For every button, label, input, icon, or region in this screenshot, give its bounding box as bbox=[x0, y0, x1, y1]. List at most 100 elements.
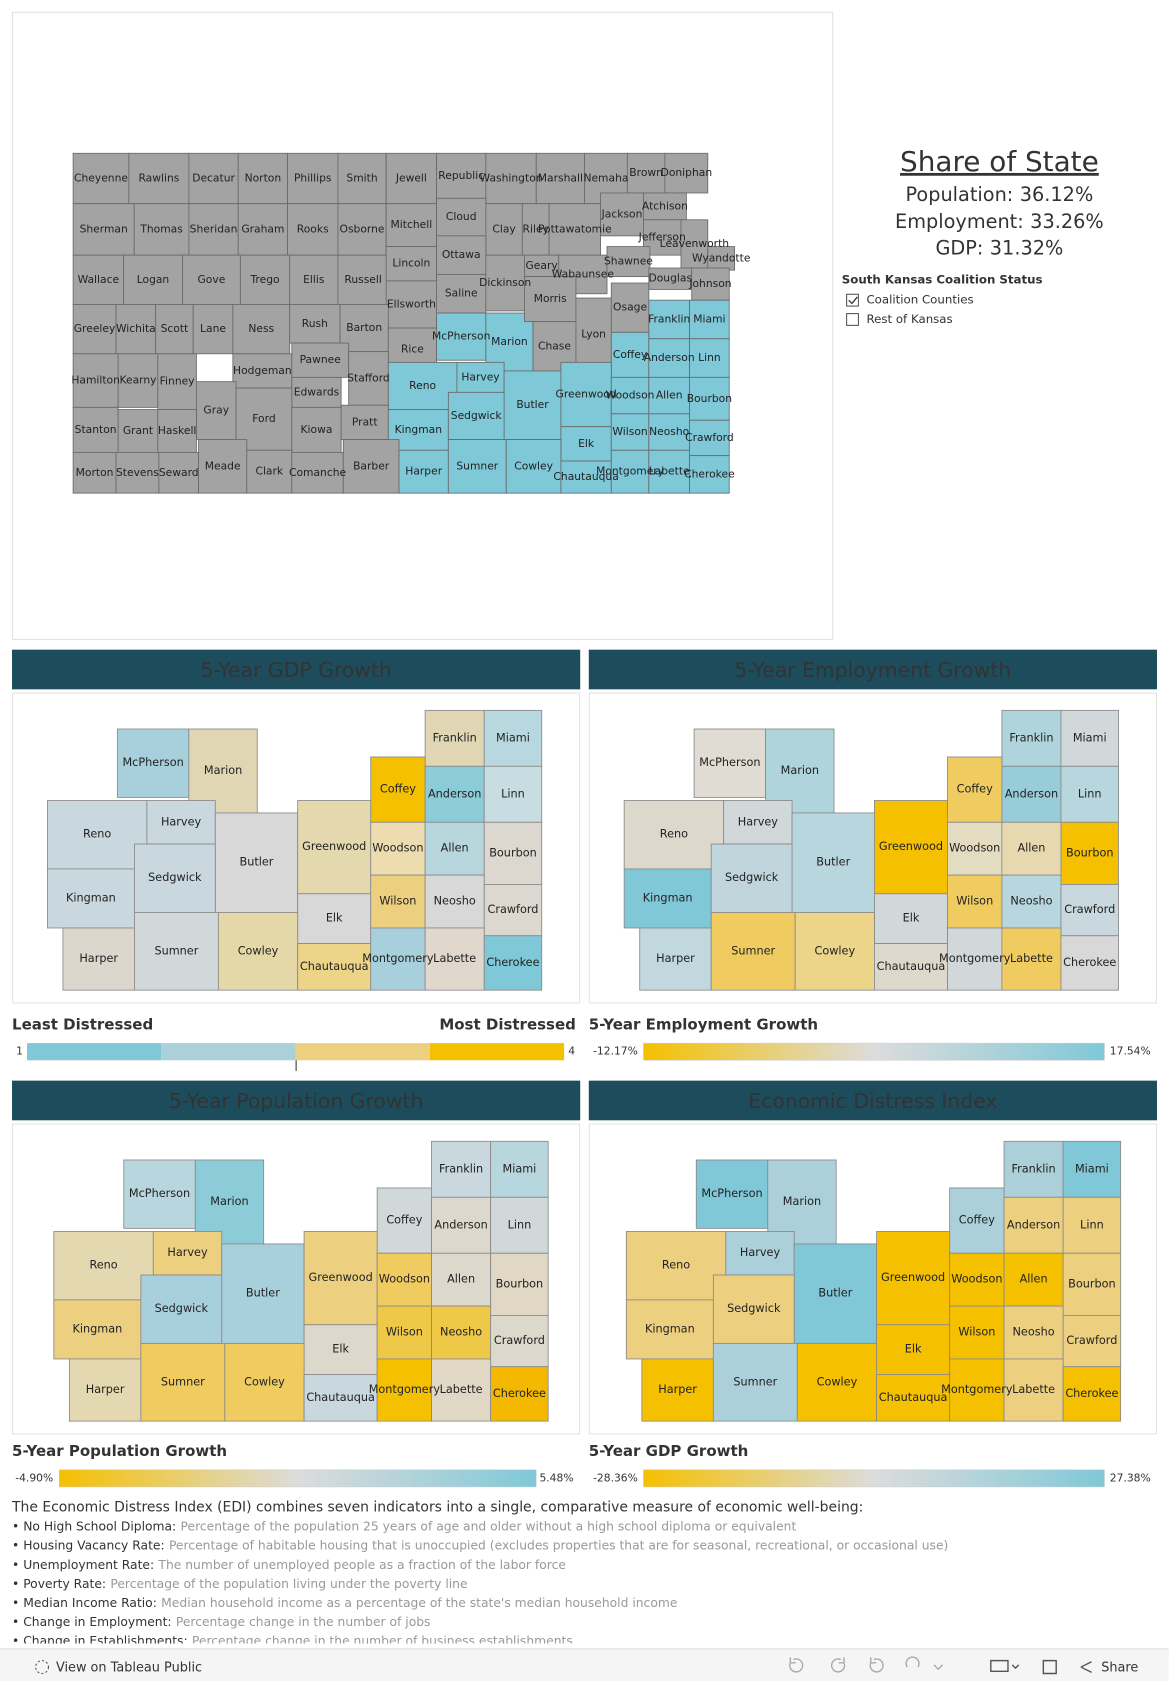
county[interactable] bbox=[287, 203, 339, 256]
county[interactable] bbox=[1062, 1140, 1122, 1198]
county[interactable] bbox=[503, 370, 562, 440]
county[interactable] bbox=[575, 297, 612, 372]
county[interactable] bbox=[949, 1252, 1005, 1307]
county[interactable] bbox=[436, 197, 487, 237]
county[interactable] bbox=[490, 1314, 549, 1368]
county[interactable] bbox=[793, 1243, 878, 1344]
county[interactable] bbox=[337, 254, 389, 305]
county[interactable] bbox=[623, 868, 712, 929]
county[interactable] bbox=[1062, 1314, 1122, 1368]
county[interactable] bbox=[385, 203, 437, 248]
county[interactable] bbox=[643, 192, 687, 221]
county[interactable] bbox=[483, 709, 543, 767]
county[interactable] bbox=[198, 439, 248, 494]
county[interactable] bbox=[483, 935, 543, 991]
redo-icon[interactable] bbox=[830, 1657, 846, 1673]
county[interactable] bbox=[192, 304, 234, 355]
county[interactable] bbox=[791, 812, 875, 913]
county[interactable] bbox=[625, 1231, 727, 1301]
county[interactable] bbox=[648, 338, 690, 378]
county[interactable] bbox=[152, 1231, 223, 1276]
county[interactable] bbox=[424, 874, 485, 929]
county[interactable] bbox=[115, 451, 160, 494]
county[interactable] bbox=[385, 152, 437, 205]
county[interactable] bbox=[387, 361, 458, 410]
county[interactable] bbox=[237, 203, 288, 256]
county[interactable] bbox=[689, 455, 730, 494]
county[interactable] bbox=[123, 1159, 196, 1229]
county[interactable] bbox=[72, 406, 119, 453]
county[interactable] bbox=[648, 299, 690, 340]
county[interactable] bbox=[291, 451, 344, 494]
county[interactable] bbox=[610, 331, 650, 378]
county[interactable] bbox=[1060, 821, 1119, 885]
county[interactable] bbox=[1003, 1252, 1064, 1307]
county[interactable] bbox=[648, 376, 690, 415]
checkbox[interactable] bbox=[846, 293, 859, 307]
county[interactable] bbox=[291, 342, 350, 378]
county[interactable] bbox=[447, 391, 505, 440]
county[interactable] bbox=[376, 1187, 432, 1254]
county[interactable] bbox=[116, 728, 190, 798]
county[interactable] bbox=[483, 765, 543, 823]
county[interactable] bbox=[424, 821, 485, 876]
county[interactable] bbox=[947, 874, 1003, 929]
county[interactable] bbox=[560, 361, 612, 428]
county[interactable] bbox=[949, 1358, 1005, 1422]
county[interactable] bbox=[485, 152, 537, 205]
county[interactable] bbox=[606, 246, 651, 278]
county[interactable] bbox=[370, 756, 426, 823]
county[interactable] bbox=[224, 1342, 305, 1422]
filter-option[interactable]: Rest of Kansas bbox=[866, 312, 952, 326]
revert-icon[interactable] bbox=[869, 1657, 884, 1673]
county[interactable] bbox=[874, 800, 948, 895]
county[interactable] bbox=[140, 1274, 223, 1344]
county[interactable] bbox=[712, 1342, 798, 1422]
county[interactable] bbox=[140, 1342, 226, 1422]
county[interactable] bbox=[1003, 1358, 1064, 1422]
county[interactable] bbox=[710, 843, 793, 913]
county[interactable] bbox=[664, 152, 709, 194]
county[interactable] bbox=[648, 449, 690, 494]
county[interactable] bbox=[1062, 1366, 1122, 1422]
checkbox[interactable] bbox=[846, 313, 859, 326]
county[interactable] bbox=[68, 1358, 142, 1422]
view-link[interactable]: View on Tableau Public bbox=[56, 1661, 202, 1676]
fullscreen-icon[interactable] bbox=[1042, 1659, 1057, 1675]
county[interactable] bbox=[485, 312, 534, 372]
county[interactable] bbox=[689, 376, 730, 421]
device-icon[interactable] bbox=[990, 1659, 1020, 1673]
county[interactable] bbox=[680, 219, 709, 269]
county[interactable] bbox=[431, 1196, 492, 1254]
county[interactable] bbox=[639, 927, 712, 991]
county[interactable] bbox=[1003, 1305, 1064, 1360]
county[interactable] bbox=[370, 874, 426, 929]
county[interactable] bbox=[303, 1374, 378, 1422]
county[interactable] bbox=[1060, 709, 1119, 767]
county[interactable] bbox=[490, 1196, 549, 1254]
county[interactable] bbox=[949, 1305, 1005, 1360]
county[interactable] bbox=[157, 409, 197, 453]
county[interactable] bbox=[297, 893, 372, 944]
county[interactable] bbox=[1062, 1252, 1122, 1316]
county[interactable] bbox=[297, 800, 372, 895]
county[interactable] bbox=[188, 203, 239, 256]
county[interactable] bbox=[72, 353, 119, 408]
county[interactable] bbox=[874, 893, 948, 944]
county[interactable] bbox=[232, 353, 293, 389]
county[interactable] bbox=[217, 912, 299, 991]
refresh-icon[interactable] bbox=[905, 1656, 944, 1671]
tableau-icon[interactable] bbox=[35, 1660, 50, 1675]
county[interactable] bbox=[610, 449, 650, 494]
county[interactable] bbox=[214, 812, 299, 913]
county[interactable] bbox=[424, 765, 485, 823]
county[interactable] bbox=[693, 728, 767, 798]
county[interactable] bbox=[287, 152, 339, 205]
undo-icon[interactable] bbox=[789, 1657, 804, 1673]
county[interactable] bbox=[796, 1342, 878, 1422]
county[interactable] bbox=[1003, 1140, 1064, 1198]
county[interactable] bbox=[1062, 1196, 1122, 1254]
county[interactable] bbox=[695, 1159, 769, 1229]
county[interactable] bbox=[398, 449, 449, 494]
county[interactable] bbox=[876, 1324, 951, 1375]
